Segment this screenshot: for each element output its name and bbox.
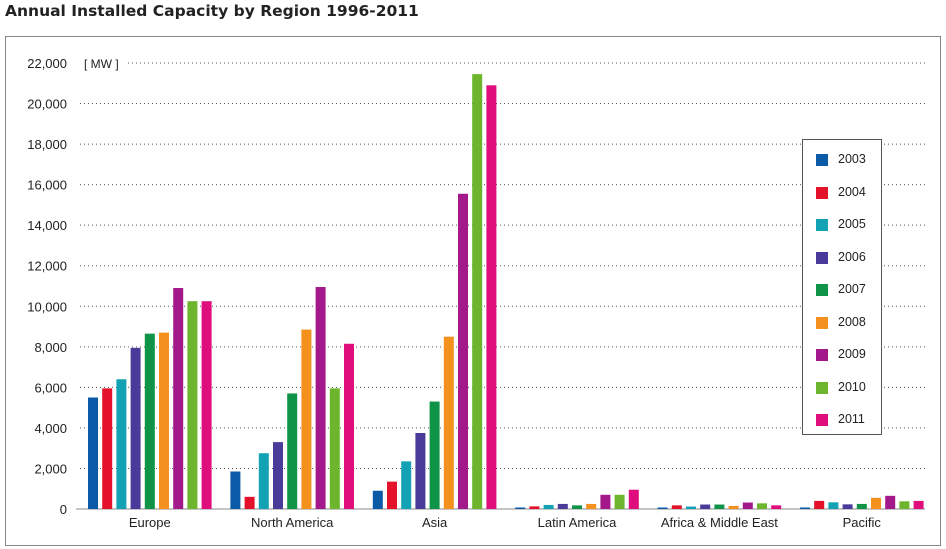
bar [700,504,711,509]
y-tick-label: 20,000 [27,97,67,112]
y-tick-label: 8,000 [34,340,67,355]
bar [913,500,924,509]
bar [714,504,725,509]
x-category-label: North America [251,515,334,530]
legend-swatch [816,219,828,231]
bar [529,506,540,509]
legend-label: 2003 [838,152,866,166]
unit-label-background [80,55,126,72]
chart-frame [5,36,941,546]
x-category-label: Pacific [843,515,882,530]
legend-label: 2004 [838,184,866,199]
x-category-label: Africa & Middle East [661,515,778,530]
legend: 2003 2004 2005 2006 2007 2008 2009 2010 2011 [802,139,882,435]
bar [486,85,497,510]
bar [401,461,412,509]
bar [415,432,426,509]
bar [515,507,526,509]
bar [771,505,782,509]
x-category-label: Europe [129,515,171,530]
bar [814,500,825,509]
bar [572,505,582,509]
bar [287,393,298,509]
legend-swatch [816,316,828,329]
bar [130,347,141,509]
bar [273,442,283,509]
bar [899,501,910,509]
bar [557,503,568,509]
bar [429,401,440,509]
legend-swatch [816,414,828,426]
x-category-label: Asia [422,515,448,530]
bar [728,505,739,509]
legend-label: 2011 [838,412,865,426]
bar [871,497,881,509]
y-tick-label: 14,000 [27,218,67,233]
x-category-label: Latin America [538,515,618,530]
chart-title: Annual Installed Capacity by Region 1996… [5,2,419,20]
bar [315,287,326,509]
bar [885,495,896,509]
y-tick-label: 12,000 [27,259,67,274]
bar [443,336,454,509]
bar [116,379,127,509]
bar [258,453,269,509]
legend-label: 2006 [838,249,866,264]
bar [600,494,611,509]
bar [387,481,397,509]
bar [757,503,767,509]
legend-label: 2008 [838,314,866,329]
bar [842,504,853,509]
legend-swatch [816,284,828,296]
legend-label: 2009 [838,347,866,361]
y-tick-label: 16,000 [27,178,67,193]
bar [742,502,753,509]
y-tick-label: 4,000 [34,421,67,436]
y-tick-label: 10,000 [27,299,67,314]
y-tick-label: 0 [60,502,67,517]
bar [344,343,354,509]
bar [159,332,169,509]
bar [657,507,668,509]
bar [472,74,483,510]
legend-swatch [816,251,828,264]
legend-swatch [816,381,828,394]
bar [686,506,696,509]
legend-swatch [816,154,828,166]
bar [828,502,839,509]
bar [230,471,241,509]
legend-label: 2005 [838,217,866,231]
bar [458,193,468,509]
bar [800,507,810,509]
y-tick-label: 6,000 [34,380,67,395]
bar [329,388,340,509]
bar [173,288,184,509]
legend-swatch [816,186,828,199]
bar [301,329,312,509]
y-tick-label: 2,000 [34,461,67,476]
legend-swatch [816,349,828,361]
bar [244,496,255,509]
unit-label: [ MW ] [84,57,119,71]
bar [856,503,867,509]
y-tick-label: 22,000 [27,56,67,71]
bar [88,397,98,509]
bar [586,503,597,509]
legend-label: 2010 [838,379,866,394]
bar [201,301,212,509]
bar [372,490,383,509]
legend-label: 2007 [838,282,866,296]
y-tick-label: 18,000 [27,137,67,152]
bar [614,494,625,509]
bar [144,333,155,509]
bar [187,301,198,509]
bar [102,388,113,509]
bar [671,505,682,509]
bar [543,504,554,509]
bar [628,489,639,509]
